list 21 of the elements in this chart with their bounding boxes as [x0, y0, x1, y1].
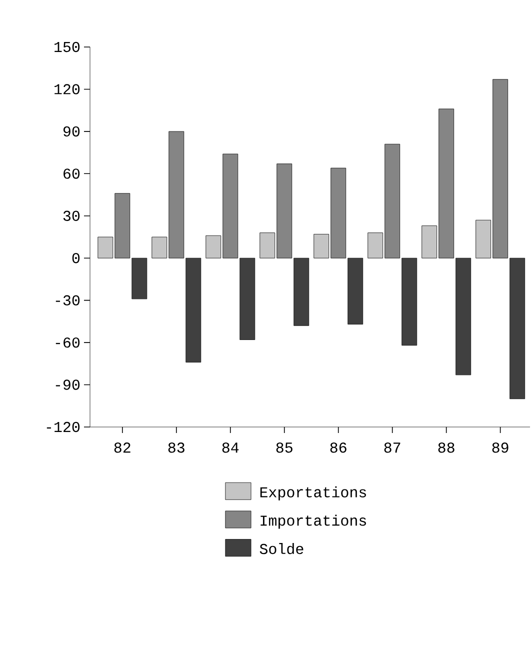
x-tick-label: 84 — [222, 442, 239, 453]
y-tick-label: 60 — [64, 168, 80, 179]
y-tick-label: 90 — [64, 126, 80, 137]
legend-label: Exportations — [260, 486, 366, 500]
y-tick-label: -60 — [56, 337, 80, 348]
y-tick-label: 30 — [63, 210, 80, 221]
y-tick-label: 120 — [54, 84, 80, 94]
legend-label: Solde — [260, 543, 304, 554]
y-tick-label: 150 — [54, 42, 80, 52]
x-tick-label: 83 — [168, 442, 184, 453]
x-tick-label: 88 — [438, 442, 454, 453]
legend-label: Importations — [260, 514, 366, 529]
y-tick-label: -90 — [56, 380, 80, 390]
y-tick-label: -120 — [46, 422, 80, 432]
x-tick-label: 87 — [384, 442, 400, 453]
x-tick-label: 85 — [276, 442, 292, 453]
x-tick-label: 86 — [330, 442, 346, 453]
x-tick-label: 89 — [492, 442, 508, 453]
y-tick-label: 0 — [72, 253, 80, 264]
x-tick-label: 82 — [114, 442, 130, 453]
y-tick-label: -30 — [56, 295, 80, 306]
